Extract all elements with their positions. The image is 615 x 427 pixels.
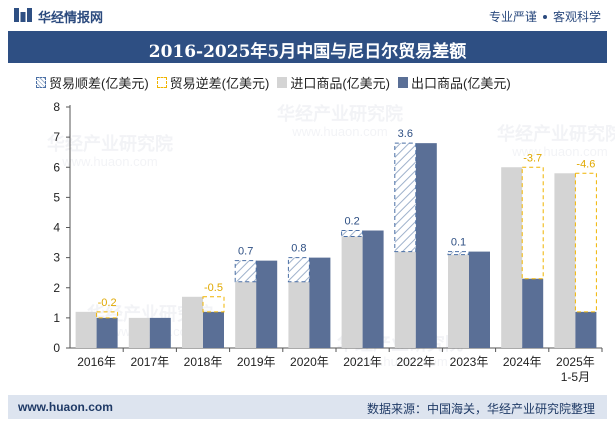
export-bar bbox=[149, 317, 171, 348]
import-bar bbox=[448, 254, 469, 348]
tagline-dot bbox=[542, 14, 547, 19]
balance-label: -0.2 bbox=[98, 297, 117, 309]
watermark-url: www.huaon.com bbox=[61, 154, 157, 169]
x-tick-label: 2017年 bbox=[130, 355, 169, 369]
export-bar bbox=[309, 257, 331, 348]
legend-label-deficit: 贸易逆差(亿美元) bbox=[169, 75, 270, 91]
huajing-logo-icon bbox=[14, 8, 32, 22]
watermark-url: www.huaon.com bbox=[291, 124, 387, 139]
export-bar bbox=[96, 317, 118, 348]
legend-swatch-import bbox=[277, 76, 288, 88]
import-bar bbox=[75, 311, 97, 348]
footer-bar: www.huaon.com 数据来源：中国海关，华经产业研究院整理 bbox=[8, 395, 607, 419]
export-bar bbox=[522, 278, 544, 348]
surplus-box bbox=[341, 230, 364, 238]
deficit-box bbox=[521, 166, 544, 280]
y-tick-label: 0 bbox=[53, 341, 60, 355]
tagline-left: 专业严谨 bbox=[488, 10, 537, 24]
y-tick-label: 4 bbox=[53, 221, 60, 235]
export-bar bbox=[256, 260, 278, 348]
import-bar bbox=[288, 281, 310, 348]
tagline-right: 客观科学 bbox=[552, 10, 601, 24]
watermark-text: 华经产业研究院 bbox=[497, 123, 615, 144]
x-tick-label: 2020年 bbox=[290, 355, 329, 369]
x-tick-label: 2024年 bbox=[503, 355, 542, 369]
surplus-box bbox=[234, 260, 257, 283]
deficit-box bbox=[202, 296, 225, 313]
footer-site: www.huaon.com bbox=[18, 400, 113, 414]
x-tick-label: 2016年 bbox=[77, 355, 116, 369]
import-bar bbox=[182, 296, 203, 348]
legend-item-export: 出口商品(亿美元) bbox=[398, 73, 511, 92]
surplus-box bbox=[447, 251, 470, 256]
export-bar bbox=[415, 143, 437, 348]
balance-label: -4.6 bbox=[576, 158, 595, 170]
surplus-box bbox=[394, 142, 417, 253]
watermark-text: 华经产业研究院 bbox=[277, 103, 403, 124]
import-bar bbox=[554, 173, 576, 348]
x-tick-label: 1-5月 bbox=[561, 370, 590, 384]
import-bar bbox=[128, 317, 150, 348]
y-tick-label: 8 bbox=[53, 100, 60, 114]
watermark-text: 华经产业研究院 bbox=[47, 133, 173, 154]
chart-title-bar: 2016-2025年5月中国与尼日尔贸易差额 bbox=[8, 31, 607, 63]
watermark-url: www.huaon.com bbox=[351, 354, 447, 369]
y-tick-label: 6 bbox=[53, 160, 60, 174]
x-tick-label: 2023年 bbox=[450, 355, 489, 369]
legend-swatch-surplus bbox=[36, 76, 46, 88]
export-bar bbox=[362, 230, 384, 348]
export-bar bbox=[203, 311, 224, 348]
brand-name: 华经情报网 bbox=[38, 10, 104, 25]
legend-item-surplus: 贸易顺差(亿美元) bbox=[36, 73, 149, 92]
surplus-box bbox=[287, 257, 310, 283]
x-tick-label: 2021年 bbox=[343, 355, 382, 369]
footer-source: 数据来源：中国海关，华经产业研究院整理 bbox=[366, 402, 595, 416]
y-tick-label: 2 bbox=[53, 281, 60, 295]
import-bar bbox=[501, 167, 523, 348]
legend-item-import: 进口商品(亿美元) bbox=[277, 73, 390, 92]
balance-label: 0.8 bbox=[291, 243, 306, 255]
deficit-box bbox=[96, 311, 119, 319]
y-tick-label: 7 bbox=[53, 130, 60, 144]
x-tick-label: 2019年 bbox=[237, 355, 276, 369]
import-bar bbox=[235, 281, 257, 348]
balance-label: -0.5 bbox=[204, 282, 223, 294]
export-bar bbox=[469, 251, 490, 348]
plot-area: 0 1 2 3 4 5 6 7 8 -0.2 2016年 2017年 -0.5 2018年 0.7 2019年… bbox=[53, 100, 603, 384]
tagline: 专业严谨 客观科学 bbox=[489, 8, 601, 25]
legend-item-deficit: 贸易逆差(亿美元) bbox=[156, 73, 270, 92]
chart-legend: 贸易顺差(亿美元) 贸易逆差(亿美元) 进口商品(亿美元) 出口商品(亿美元) bbox=[36, 72, 519, 92]
import-bar bbox=[341, 236, 363, 348]
chart-title: 2016-2025年5月中国与尼日尔贸易差额 bbox=[148, 42, 467, 62]
balance-label: 0.1 bbox=[451, 237, 466, 249]
y-tick-label: 5 bbox=[53, 190, 60, 204]
deficit-box bbox=[574, 172, 597, 313]
watermark-url: www.huaon.com bbox=[511, 144, 607, 159]
x-tick-label: 2025年 bbox=[556, 355, 595, 369]
legend-label-surplus: 贸易顺差(亿美元) bbox=[49, 75, 149, 91]
legend-swatch-export bbox=[398, 76, 409, 88]
watermark-layer: 华经产业研究院www.huaon.com华经产业研究院www.huaon.com… bbox=[47, 103, 615, 369]
chart-canvas: 华经产业研究院www.huaon.com华经产业研究院www.huaon.com… bbox=[47, 100, 615, 384]
x-tick-label: 2022年 bbox=[396, 355, 435, 369]
legend-swatch-deficit bbox=[156, 76, 167, 88]
balance-label: 0.7 bbox=[238, 246, 253, 258]
legend-label-import: 进口商品(亿美元) bbox=[290, 75, 391, 91]
export-bar bbox=[575, 311, 597, 348]
import-bar bbox=[394, 251, 416, 348]
balance-label: -3.7 bbox=[523, 152, 542, 164]
balance-label: 3.6 bbox=[398, 128, 413, 140]
top-bar: 华经情报网 专业严谨 客观科学 bbox=[0, 0, 615, 30]
balance-label: 0.2 bbox=[344, 216, 359, 228]
x-tick-label: 2018年 bbox=[184, 355, 223, 369]
legend-label-export: 出口商品(亿美元) bbox=[411, 75, 511, 91]
watermark-text: 华经产业研究院 bbox=[87, 303, 213, 324]
y-tick-label: 3 bbox=[53, 251, 60, 265]
y-tick-label: 1 bbox=[53, 311, 60, 325]
